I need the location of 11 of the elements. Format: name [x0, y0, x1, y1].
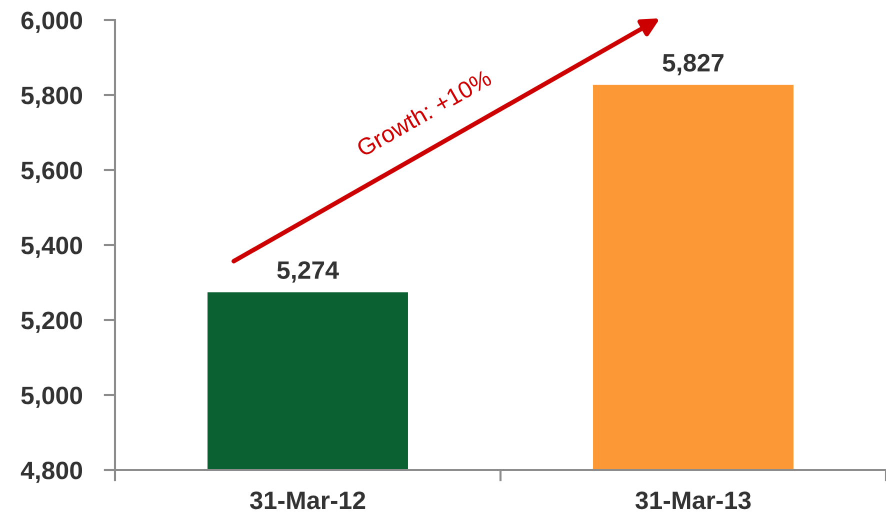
y-tick-label: 5,000 — [21, 386, 82, 408]
y-tick-label: 6,000 — [21, 12, 82, 33]
x-tick-label: 31-Mar-13 — [635, 491, 751, 510]
y-tick-label: 4,800 — [20, 462, 82, 483]
y-tick-label: 5,400 — [21, 236, 82, 258]
y-tick-label: 5,800 — [21, 86, 82, 108]
data-label: 5,274 — [277, 261, 339, 283]
data-label: 5,827 — [662, 54, 724, 76]
x-tick-label: 31-Mar-12 — [250, 491, 366, 510]
y-tick-label: 5,200 — [21, 312, 82, 333]
y-tick-label: 5,600 — [21, 162, 82, 183]
